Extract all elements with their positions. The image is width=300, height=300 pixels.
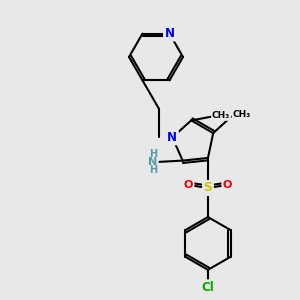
Text: CH₃: CH₃ [212, 111, 230, 120]
Text: H: H [148, 149, 157, 159]
Text: N: N [148, 157, 157, 167]
Text: O: O [184, 180, 193, 190]
Text: S: S [203, 182, 212, 194]
Text: Cl: Cl [202, 281, 214, 294]
Text: H: H [148, 166, 157, 176]
Text: N: N [164, 27, 175, 40]
Text: N: N [167, 131, 177, 144]
Text: CH₃: CH₃ [232, 110, 251, 119]
Text: O: O [223, 180, 232, 190]
